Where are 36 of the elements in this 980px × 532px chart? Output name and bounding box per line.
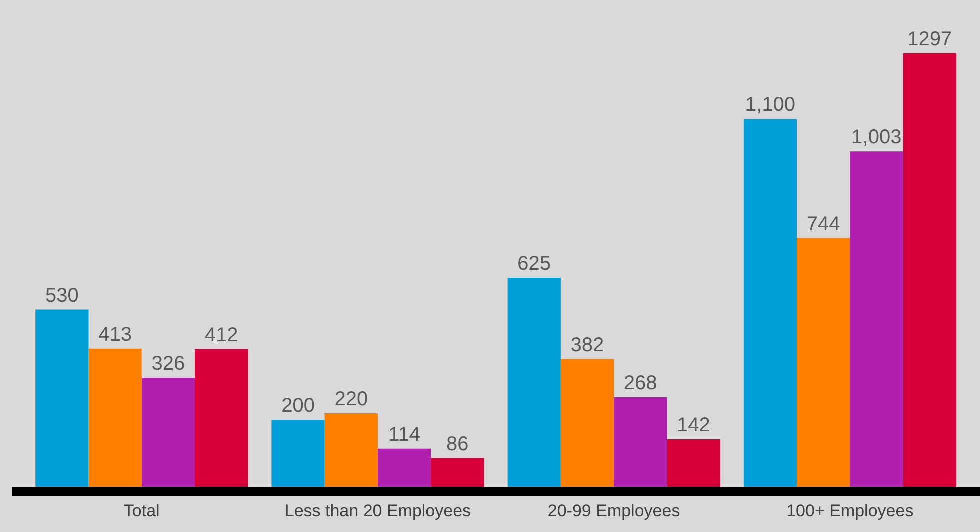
data-label: 625 xyxy=(518,253,552,276)
data-label: 413 xyxy=(98,324,132,346)
bar xyxy=(88,348,142,487)
data-label: 412 xyxy=(204,324,238,346)
bar xyxy=(324,413,378,487)
data-label: 268 xyxy=(624,372,658,394)
bar xyxy=(560,359,614,487)
bar xyxy=(272,420,325,487)
bar xyxy=(744,119,798,487)
data-label: 1,003 xyxy=(852,126,902,149)
data-label: 326 xyxy=(152,353,186,376)
data-label: 86 xyxy=(446,433,469,456)
bar xyxy=(142,378,195,487)
bar xyxy=(797,238,850,487)
bar xyxy=(903,53,956,487)
bar xyxy=(378,448,432,487)
data-label: 220 xyxy=(334,388,368,410)
x-tick-label: Total xyxy=(124,501,160,520)
data-label: 200 xyxy=(282,395,315,418)
data-label: 1297 xyxy=(908,28,952,50)
bar xyxy=(850,152,904,487)
data-label: 530 xyxy=(45,284,79,307)
data-label: 1,100 xyxy=(745,94,796,116)
bar xyxy=(667,440,720,487)
data-label: 142 xyxy=(677,414,710,437)
bar xyxy=(431,458,484,487)
x-tick-label: 100+ Employees xyxy=(786,501,914,520)
bar xyxy=(508,278,561,487)
x-tick-label: 20-99 Employees xyxy=(548,501,680,520)
data-label: 114 xyxy=(388,424,420,446)
data-label: 744 xyxy=(806,213,840,236)
x-tick-label: Less than 20 Employees xyxy=(284,501,472,520)
bar xyxy=(614,397,668,487)
data-label: 382 xyxy=(570,334,604,356)
bar xyxy=(194,349,248,487)
bar xyxy=(36,310,89,487)
